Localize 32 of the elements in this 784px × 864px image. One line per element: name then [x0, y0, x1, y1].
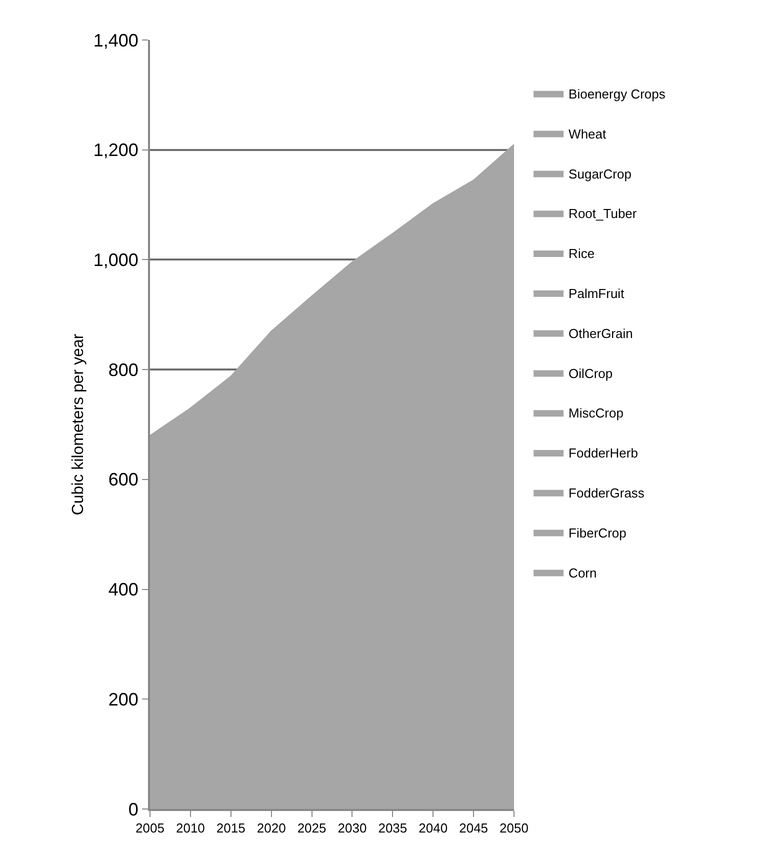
- legend-label: FodderGrass: [568, 485, 645, 500]
- legend-label: OtherGrain: [568, 326, 633, 341]
- legend-label: FiberCrop: [568, 525, 626, 540]
- y-tick-label: 600: [108, 470, 138, 490]
- legend-label: MiscCrop: [568, 406, 624, 421]
- y-axis-title: Cubic kilometers per year: [70, 333, 87, 516]
- x-tick-label: 2010: [176, 820, 205, 836]
- y-tick-label: 800: [108, 360, 138, 380]
- x-tick-label: 2035: [378, 820, 408, 836]
- legend-label: Corn: [568, 565, 597, 580]
- x-tick-label: 2040: [418, 820, 448, 836]
- x-tick-label: 2030: [338, 820, 367, 836]
- y-tick-label: 200: [108, 689, 138, 710]
- legend-label: Wheat: [568, 126, 607, 142]
- legend-label: SugarCrop: [568, 166, 632, 182]
- legend-label: FodderHerb: [568, 446, 638, 461]
- x-tick-label: 2005: [136, 820, 164, 836]
- y-tick-label: 1,000: [93, 250, 138, 270]
- legend-label: PalmFruit: [568, 286, 625, 301]
- x-tick-label: 2045: [459, 820, 488, 836]
- y-tick-label: 1,200: [93, 140, 138, 160]
- x-tick-label: 2050: [500, 820, 528, 836]
- legend-label: Rice: [568, 246, 595, 262]
- x-tick-label: 2020: [256, 820, 286, 836]
- legend-label: OilCrop: [568, 366, 613, 381]
- y-tick-label: 1,400: [93, 30, 138, 50]
- x-tick-label: 2015: [216, 820, 246, 836]
- legend-label: Root_Tuber: [568, 206, 638, 222]
- y-tick-label: 400: [108, 580, 138, 600]
- y-tick-label: 0: [128, 799, 138, 820]
- x-tick-label: 2025: [297, 820, 326, 836]
- legend-label: Bioenergy Crops: [568, 86, 666, 102]
